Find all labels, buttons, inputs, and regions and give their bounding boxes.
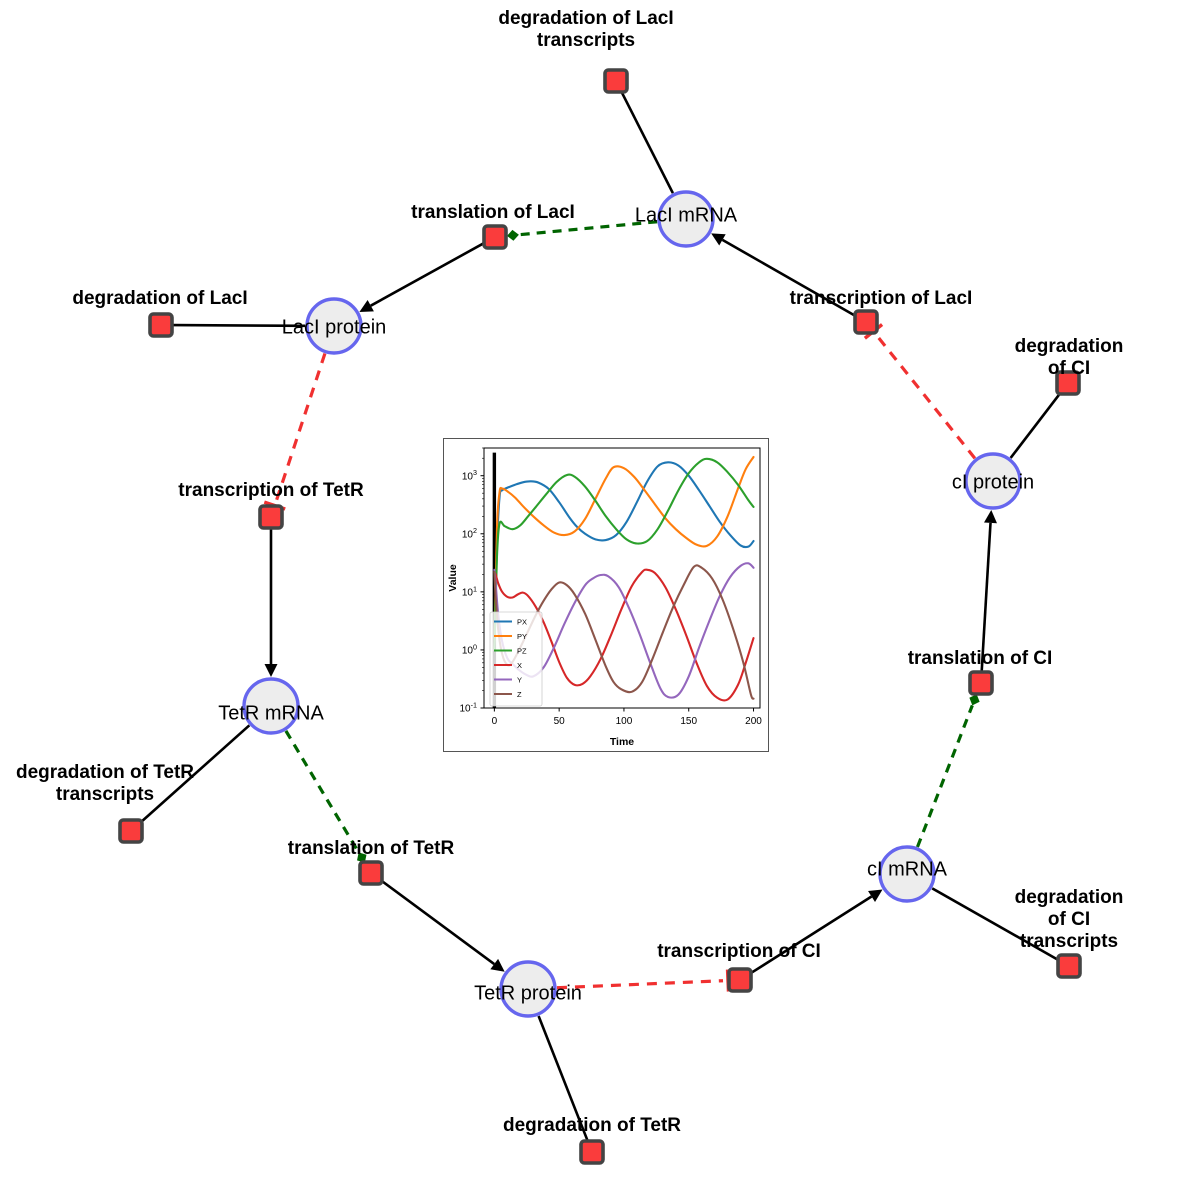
edge-tetr_prot-to-txn_ci (556, 969, 731, 992)
arrowhead-diamond (969, 694, 980, 706)
chart-series-group (493, 455, 755, 702)
species-node-ci_mrna[interactable] (878, 845, 936, 903)
edge-tetr_prot-to-deg_tetr (537, 1015, 589, 1142)
chart-ytick-label: 100 (462, 642, 477, 656)
edge-ci_mrna-to-deg_ci_transcripts (931, 887, 1060, 962)
reaction-node-trl_laci[interactable] (482, 224, 508, 250)
reaction-node-txn_tetr[interactable] (258, 504, 284, 530)
chart-legend: PX PY PZ XYZ (489, 611, 543, 707)
chart-series-PZ (493, 457, 755, 651)
species-node-ci_prot[interactable] (964, 452, 1022, 510)
chart-xtick-label: 100 (616, 716, 633, 727)
edge-trl_ci-to-ci_prot (980, 509, 997, 672)
chart-ytick-label: 101 (462, 584, 477, 598)
arrowhead-triangle (868, 889, 883, 902)
chart-legend-label-PX: PX (517, 617, 527, 626)
edge-txn_tetr-to-tetr_mrna (264, 529, 278, 677)
edge-ci_prot-to-deg_ci (1009, 391, 1062, 459)
reaction-node-deg_tetr[interactable] (579, 1139, 605, 1165)
reaction-node-deg_laci[interactable] (148, 312, 174, 338)
reaction-node-txn_laci[interactable] (853, 309, 879, 335)
edge-laci_mrna-to-trl_laci (506, 220, 658, 241)
chart-legend-label-Y: Y (517, 675, 522, 684)
edge-tetr_mrna-to-deg_tetr_transcripts (139, 724, 251, 824)
arrowhead-triangle (264, 664, 278, 677)
reaction-node-deg_laci_transcripts[interactable] (603, 68, 629, 94)
chart-ytick-label: 10-1 (459, 700, 477, 714)
species-node-laci_prot[interactable] (305, 297, 363, 355)
edge-trl_tetr-to-tetr_prot (379, 879, 505, 972)
chart-ytick-label: 102 (462, 526, 477, 540)
edge-txn_ci-to-ci_mrna (749, 889, 883, 975)
timecourse-chart-panel: 10-1 100 101 102 103 0 50 100 150 200 Time Value PX P… (443, 438, 769, 752)
edge-laci_mrna-to-deg_laci_transcripts (620, 91, 675, 194)
edge-trl_laci-to-laci_prot (359, 241, 486, 312)
arrowhead-triangle (711, 233, 726, 246)
chart-ytick-label: 103 (462, 468, 477, 482)
edge-tetr_mrna-to-trl_tetr (284, 730, 367, 863)
edge-laci_prot-to-deg_laci (172, 323, 306, 328)
chart-legend-label-Z: Z (517, 690, 522, 699)
chart-series-PX (493, 461, 755, 651)
reaction-node-txn_ci[interactable] (727, 967, 753, 993)
chart-ylabel: Value (447, 564, 459, 592)
chart-xtick-label: 200 (745, 716, 762, 727)
arrowhead-triangle (490, 958, 505, 972)
chart-xlabel: Time (610, 736, 634, 748)
edge-txn_laci-to-laci_mrna (711, 233, 857, 318)
reaction-node-trl_tetr[interactable] (358, 860, 384, 886)
arrowhead-diamond (506, 229, 519, 241)
edge-laci_prot-to-txn_tetr (263, 353, 327, 511)
chart-legend-label-PZ: PZ (517, 646, 527, 655)
arrowhead-triangle (984, 509, 997, 524)
arrowhead-triangle (359, 299, 374, 312)
species-node-tetr_mrna[interactable] (242, 677, 300, 735)
species-node-tetr_prot[interactable] (499, 960, 557, 1018)
species-node-laci_mrna[interactable] (657, 190, 715, 248)
edge-ci_prot-to-txn_laci (863, 323, 977, 460)
chart-xtick-label: 0 (492, 716, 498, 727)
reaction-node-trl_ci[interactable] (968, 670, 994, 696)
chart-series-PY (493, 455, 755, 651)
chart-xtick-label: 150 (680, 716, 697, 727)
arrowhead-diamond (357, 852, 367, 863)
chart-legend-label-X: X (517, 661, 522, 670)
reaction-node-deg_tetr_transcripts[interactable] (118, 818, 144, 844)
chart-xtick-label: 50 (554, 716, 566, 727)
reaction-node-deg_ci[interactable] (1055, 370, 1081, 396)
reaction-node-deg_ci_transcripts[interactable] (1056, 953, 1082, 979)
chart-legend-label-PY: PY (517, 632, 527, 641)
edge-ci_mrna-to-trl_ci (915, 694, 980, 848)
chart-series-X (493, 568, 755, 702)
